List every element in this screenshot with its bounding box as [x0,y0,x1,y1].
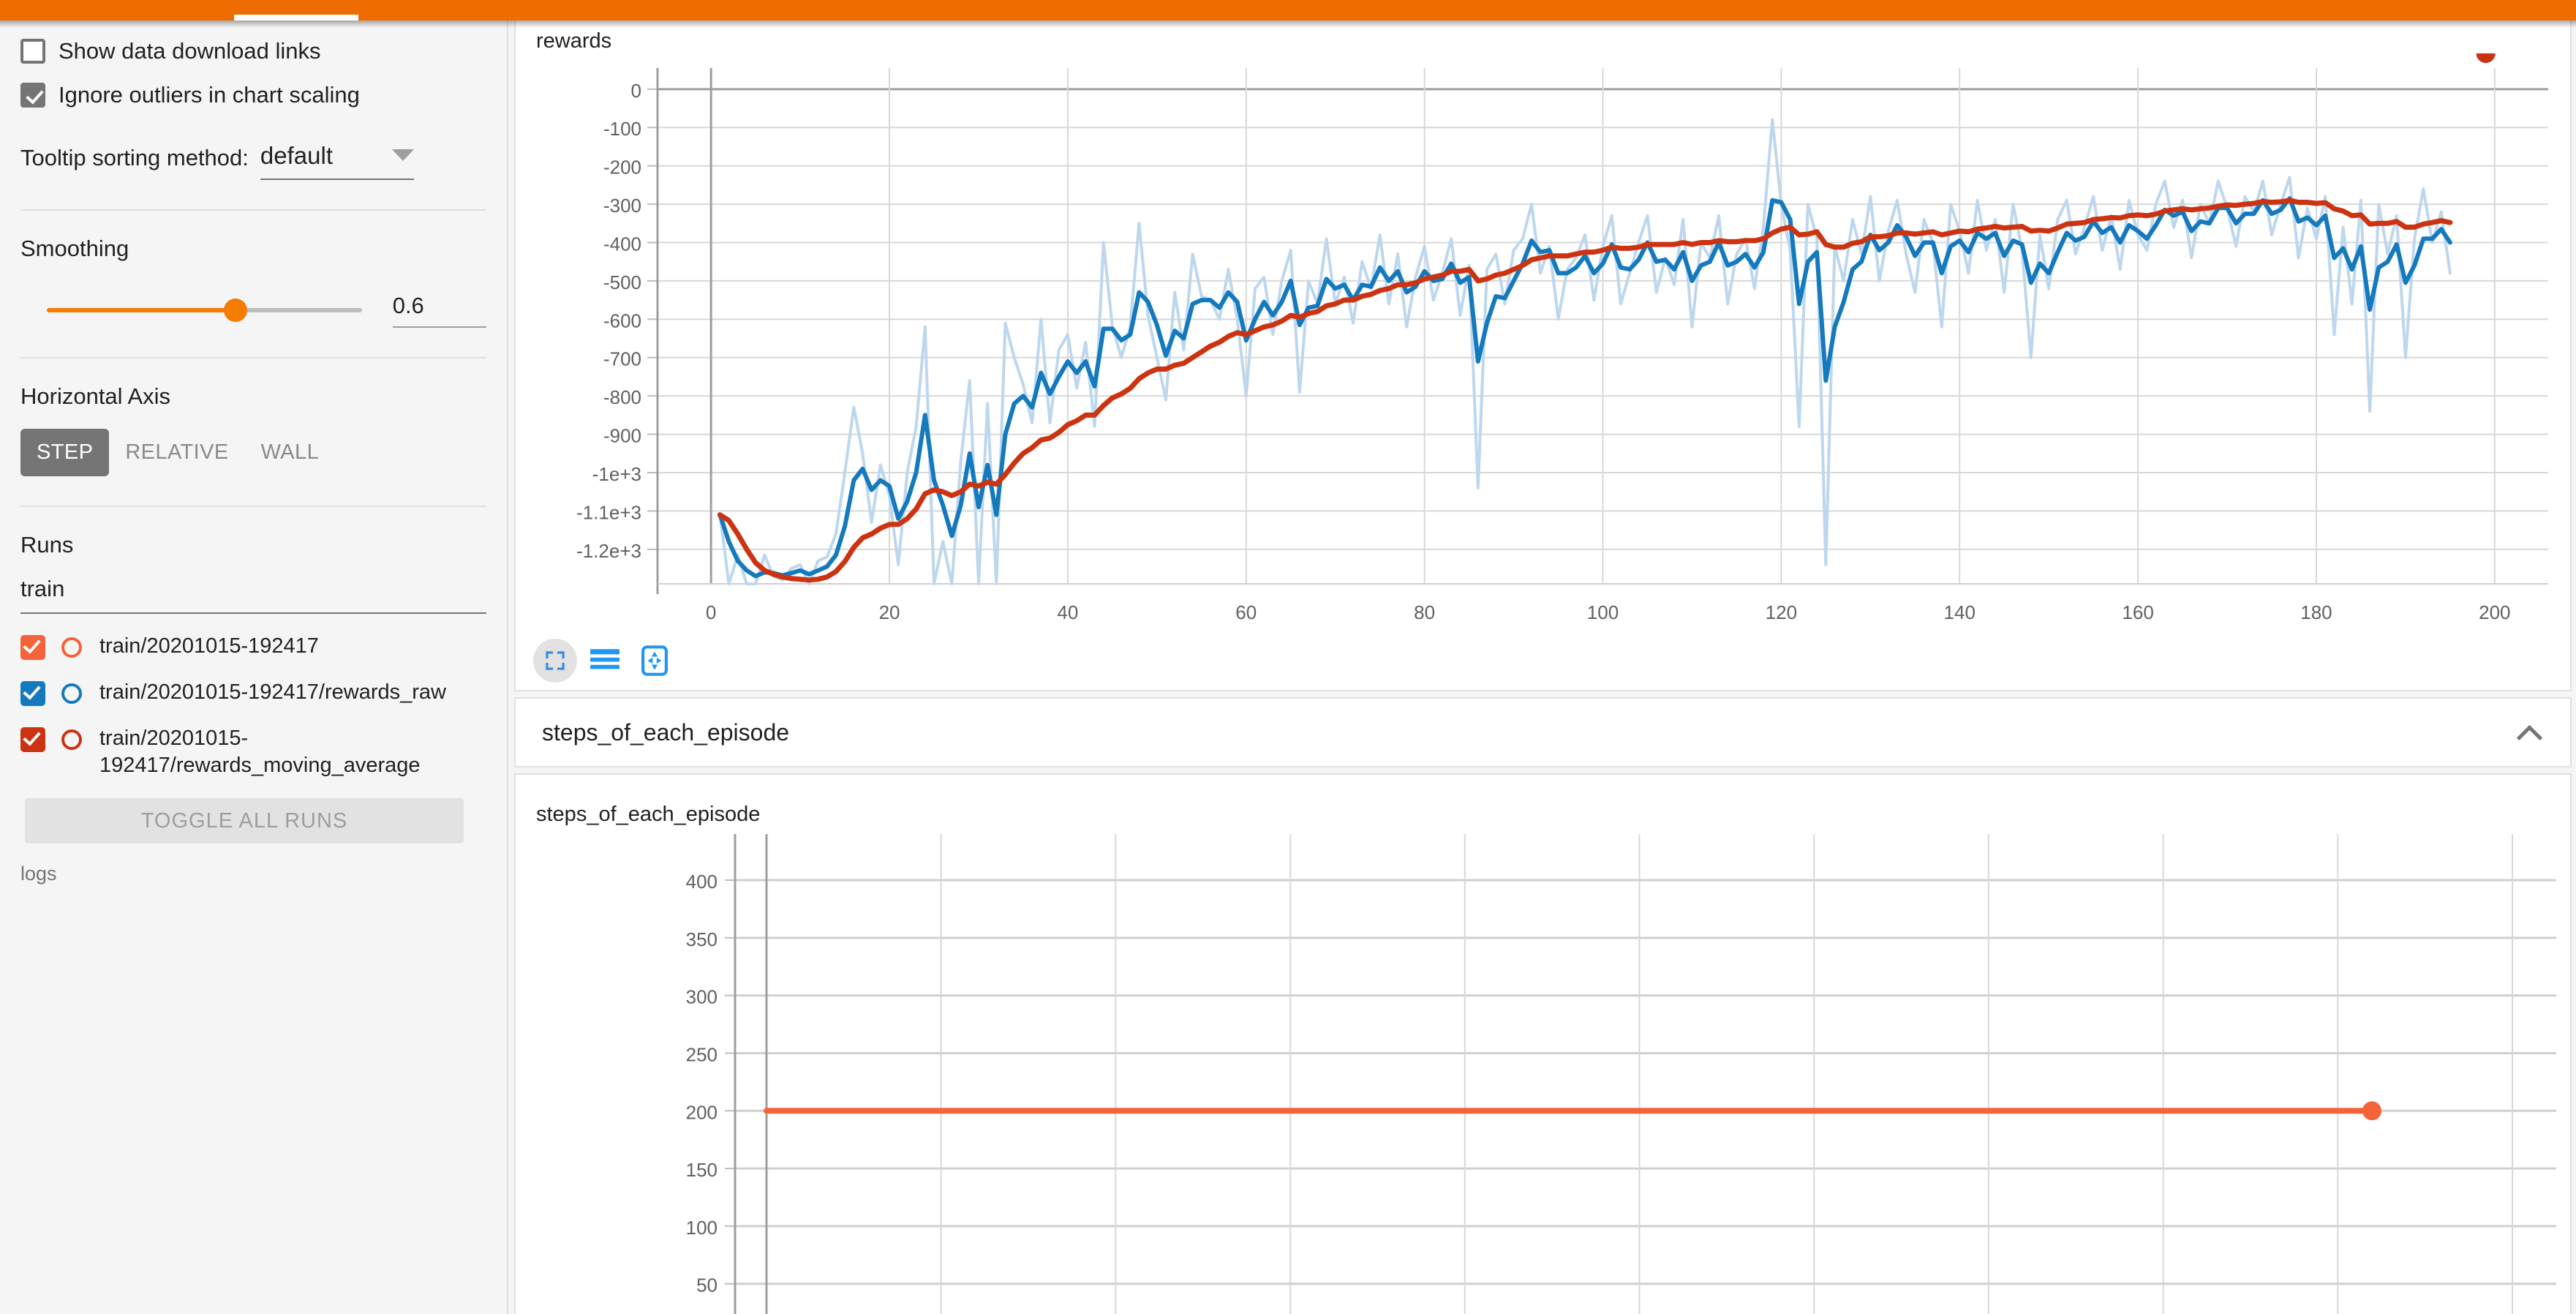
steps-chart-title: steps_of_each_episode [536,803,761,826]
svg-text:-200: -200 [603,157,641,179]
run-item-1[interactable]: train/20201015-192417/rewards_raw [20,679,486,707]
rewards-chart-area[interactable]: 0 -100 -200 -300 -400 -500 -600 -700 -800 -900 -1e… [516,53,2573,631]
svg-text:-600: -600 [603,309,641,331]
rewards-chart-card: rewards 0 -100 -200 -300 -400 -500 -600 -700 -80… [514,20,2572,691]
svg-text:-100: -100 [603,118,641,140]
chevron-up-icon[interactable] [2516,718,2544,746]
svg-text:-700: -700 [603,348,641,370]
ignore-outliers-checkbox[interactable] [20,83,45,108]
tooltip-sorting-label: Tooltip sorting method: [20,145,249,170]
svg-text:400: 400 [686,871,718,893]
svg-text:-1.1e+3: -1.1e+3 [576,501,641,523]
svg-text:-500: -500 [603,271,641,293]
run-color-circle-0 [61,637,82,658]
svg-text:120: 120 [1766,601,1797,623]
svg-text:160: 160 [2122,601,2153,623]
run-checkbox-1[interactable] [20,681,45,707]
smoothing-value-input[interactable]: 0.6 [392,293,486,328]
run-label-0: train/20201015-192417 [99,634,319,658]
svg-text:50: 50 [696,1274,718,1296]
axis-option-relative[interactable]: RELATIVE [125,440,229,464]
smoothing-slider-fill [47,308,236,312]
divider-2 [20,357,486,358]
axis-option-wall[interactable]: WALL [260,440,320,464]
ignore-outliers-label: Ignore outliers in chart scaling [59,82,360,108]
svg-text:80: 80 [1414,601,1435,623]
fullscreen-icon[interactable] [533,639,577,683]
svg-text:-900: -900 [603,425,641,447]
rewards-plot[interactable]: 0 -100 -200 -300 -400 -500 -600 -700 -800 -900 -1e… [516,53,2573,631]
logs-label: logs [20,863,57,885]
svg-text:200: 200 [686,1101,718,1123]
smoothing-slider-row[interactable]: 0.6 [20,293,486,328]
steps-card-header-title: steps_of_each_episode [542,718,790,746]
svg-text:150: 150 [686,1159,718,1181]
svg-text:60: 60 [1235,601,1257,623]
svg-text:-1e+3: -1e+3 [592,463,641,485]
show-data-download-links-label: Show data download links [59,38,321,64]
runs-title: Runs [20,532,74,557]
settings-sidebar: Show data download links Ignore outliers… [0,20,508,1314]
run-color-circle-2 [61,729,82,751]
main-content: rewards 0 -100 -200 -300 -400 -500 -600 -700 -80… [510,20,2576,1314]
run-label-1: train/20201015-192417/rewards_raw [99,680,446,705]
run-item-0[interactable]: train/20201015-192417 [20,633,486,660]
horizontal-axis-title: Horizontal Axis [20,383,171,409]
divider-1 [20,209,486,211]
data-table-icon[interactable] [583,639,627,683]
toggle-all-runs-button[interactable]: TOGGLE ALL RUNS [25,798,464,844]
svg-text:200: 200 [2479,601,2510,623]
svg-text:40: 40 [1057,601,1078,623]
svg-text:100: 100 [1587,601,1619,623]
runs-filter-input[interactable]: train [20,576,486,614]
show-data-download-links-row[interactable]: Show data download links [20,38,486,64]
tooltip-sorting-value: default [260,142,333,169]
svg-text:-400: -400 [603,233,641,255]
ignore-outliers-row[interactable]: Ignore outliers in chart scaling [20,82,486,108]
steps-plot[interactable]: 400 350 300 250 200 150 100 50 [516,827,2573,1314]
horizontal-axis-options: STEP RELATIVE WALL [20,429,486,476]
svg-text:100: 100 [686,1217,718,1239]
svg-text:250: 250 [686,1043,718,1065]
pan-icon[interactable] [633,639,677,683]
svg-text:140: 140 [1944,601,1976,623]
steps-chart-card: steps_of_each_episode 400 350 300 250 200 150… [514,773,2572,1314]
steps-card-header[interactable]: steps_of_each_episode [514,697,2572,767]
svg-text:-300: -300 [603,195,641,217]
svg-text:0: 0 [706,601,716,623]
top-orange-bar [0,0,2576,20]
run-label-2: train/20201015-192417/rewards_moving_ave… [99,727,421,778]
svg-text:20: 20 [879,601,900,623]
svg-text:300: 300 [686,986,718,1008]
axis-option-step[interactable]: STEP [20,429,110,476]
run-checkbox-0[interactable] [20,635,45,660]
smoothing-title: Smoothing [20,236,129,261]
run-color-circle-1 [61,683,82,705]
chevron-down-icon [391,149,414,162]
active-tab-indicator [234,15,358,20]
svg-text:-800: -800 [603,386,641,408]
svg-text:180: 180 [2300,601,2332,623]
svg-text:0: 0 [631,80,641,102]
tooltip-sorting-row: Tooltip sorting method: default [20,142,486,180]
run-checkbox-2[interactable] [20,727,45,753]
rewards-chart-toolbar [516,631,2570,697]
steps-chart-area[interactable]: 400 350 300 250 200 150 100 50 [516,827,2573,1314]
smoothing-slider-thumb[interactable] [224,299,248,322]
svg-text:350: 350 [686,928,718,950]
divider-3 [20,506,486,507]
smoothing-slider[interactable] [47,299,362,322]
tooltip-sorting-select[interactable]: default [260,142,414,180]
rewards-chart-title: rewards [536,29,612,53]
run-item-2[interactable]: train/20201015-192417/rewards_moving_ave… [20,725,486,779]
svg-text:-1.2e+3: -1.2e+3 [576,540,641,562]
show-data-download-links-checkbox[interactable] [20,39,45,64]
